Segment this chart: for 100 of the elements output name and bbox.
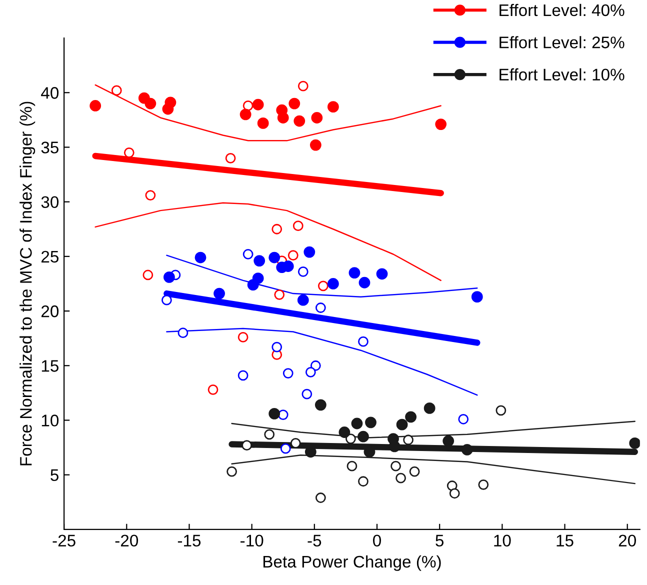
y-tick-label: 40 xyxy=(41,87,59,99)
point xyxy=(471,291,483,303)
point xyxy=(351,418,363,430)
point xyxy=(90,100,102,112)
y-axis-title: Force Normalized to the MVC of Index Finger (%) xyxy=(20,102,36,466)
x-tick-label: -15 xyxy=(178,534,201,547)
x-tick-label: 20 xyxy=(618,534,636,547)
x-tick-label: -20 xyxy=(115,534,138,547)
x-tick-label: -25 xyxy=(52,534,76,547)
point xyxy=(405,411,417,423)
point xyxy=(327,101,339,113)
point xyxy=(358,476,368,487)
point xyxy=(226,466,237,477)
point xyxy=(358,276,370,288)
point xyxy=(252,98,264,110)
y-tick-label: 30 xyxy=(41,196,59,208)
point xyxy=(396,418,408,430)
point xyxy=(288,98,300,110)
point xyxy=(315,492,326,503)
x-tick-label: 15 xyxy=(556,534,574,547)
point xyxy=(298,266,308,277)
point xyxy=(208,384,218,395)
point xyxy=(396,472,406,484)
x-tick-label: -5 xyxy=(308,534,322,547)
point xyxy=(338,426,350,438)
point xyxy=(346,434,356,444)
y-tick-label: 5 xyxy=(50,469,58,482)
point xyxy=(449,488,460,499)
point xyxy=(390,460,401,472)
point xyxy=(346,460,358,472)
point xyxy=(111,85,122,96)
y-tick-label: 10 xyxy=(42,414,59,426)
y-tick-label: 35 xyxy=(41,142,58,154)
y-tick-label: 25 xyxy=(41,250,58,263)
x-tick-label: 10 xyxy=(494,534,511,547)
legend-label: Effort Level: 10% xyxy=(500,68,624,81)
line-series xyxy=(94,202,442,282)
point xyxy=(272,342,282,352)
point xyxy=(315,302,326,313)
point xyxy=(409,466,420,477)
point xyxy=(277,112,289,124)
point xyxy=(145,190,156,200)
point xyxy=(403,434,414,446)
point xyxy=(327,278,339,290)
point xyxy=(310,139,322,151)
x-tick-label: 5 xyxy=(436,534,444,547)
point xyxy=(305,366,316,378)
legend-label: Effort Level: 25% xyxy=(500,36,624,48)
point xyxy=(288,250,298,261)
point xyxy=(304,246,316,258)
point xyxy=(214,288,225,300)
line-series xyxy=(166,328,478,396)
point xyxy=(178,328,188,338)
point xyxy=(247,279,259,291)
point xyxy=(280,443,291,454)
point xyxy=(225,152,236,164)
point xyxy=(268,252,280,264)
point xyxy=(254,255,266,266)
point xyxy=(292,220,304,232)
point xyxy=(496,405,506,416)
point xyxy=(376,268,388,280)
point xyxy=(294,115,306,127)
point xyxy=(272,224,282,234)
point xyxy=(388,440,400,452)
point xyxy=(162,294,172,306)
point xyxy=(365,416,376,428)
legend-label: Effort Level: 40% xyxy=(500,4,624,16)
point xyxy=(318,280,328,292)
point xyxy=(257,118,269,129)
point xyxy=(358,336,368,347)
point xyxy=(242,440,252,451)
point xyxy=(142,270,154,280)
point xyxy=(311,112,323,124)
x-axis-title: Beta Power Change (%) xyxy=(263,555,441,571)
point xyxy=(162,103,174,115)
point xyxy=(461,444,473,456)
point xyxy=(458,414,469,424)
point xyxy=(144,98,156,110)
point xyxy=(268,408,280,420)
point xyxy=(314,399,326,411)
x-tick-label: -10 xyxy=(240,534,264,547)
point xyxy=(238,370,248,381)
point xyxy=(124,147,134,158)
point xyxy=(302,388,312,400)
point xyxy=(297,294,309,306)
point xyxy=(358,430,369,442)
line-series xyxy=(94,84,442,142)
point xyxy=(240,108,252,120)
y-tick-label: 20 xyxy=(41,305,59,318)
point xyxy=(238,332,248,342)
point xyxy=(629,437,640,449)
point xyxy=(194,252,206,264)
point xyxy=(298,80,308,92)
x-tick-label: 0 xyxy=(373,534,381,547)
point xyxy=(242,249,254,260)
point xyxy=(442,435,454,447)
point xyxy=(348,267,360,279)
point xyxy=(282,368,294,378)
point xyxy=(290,438,301,448)
point xyxy=(164,271,175,283)
